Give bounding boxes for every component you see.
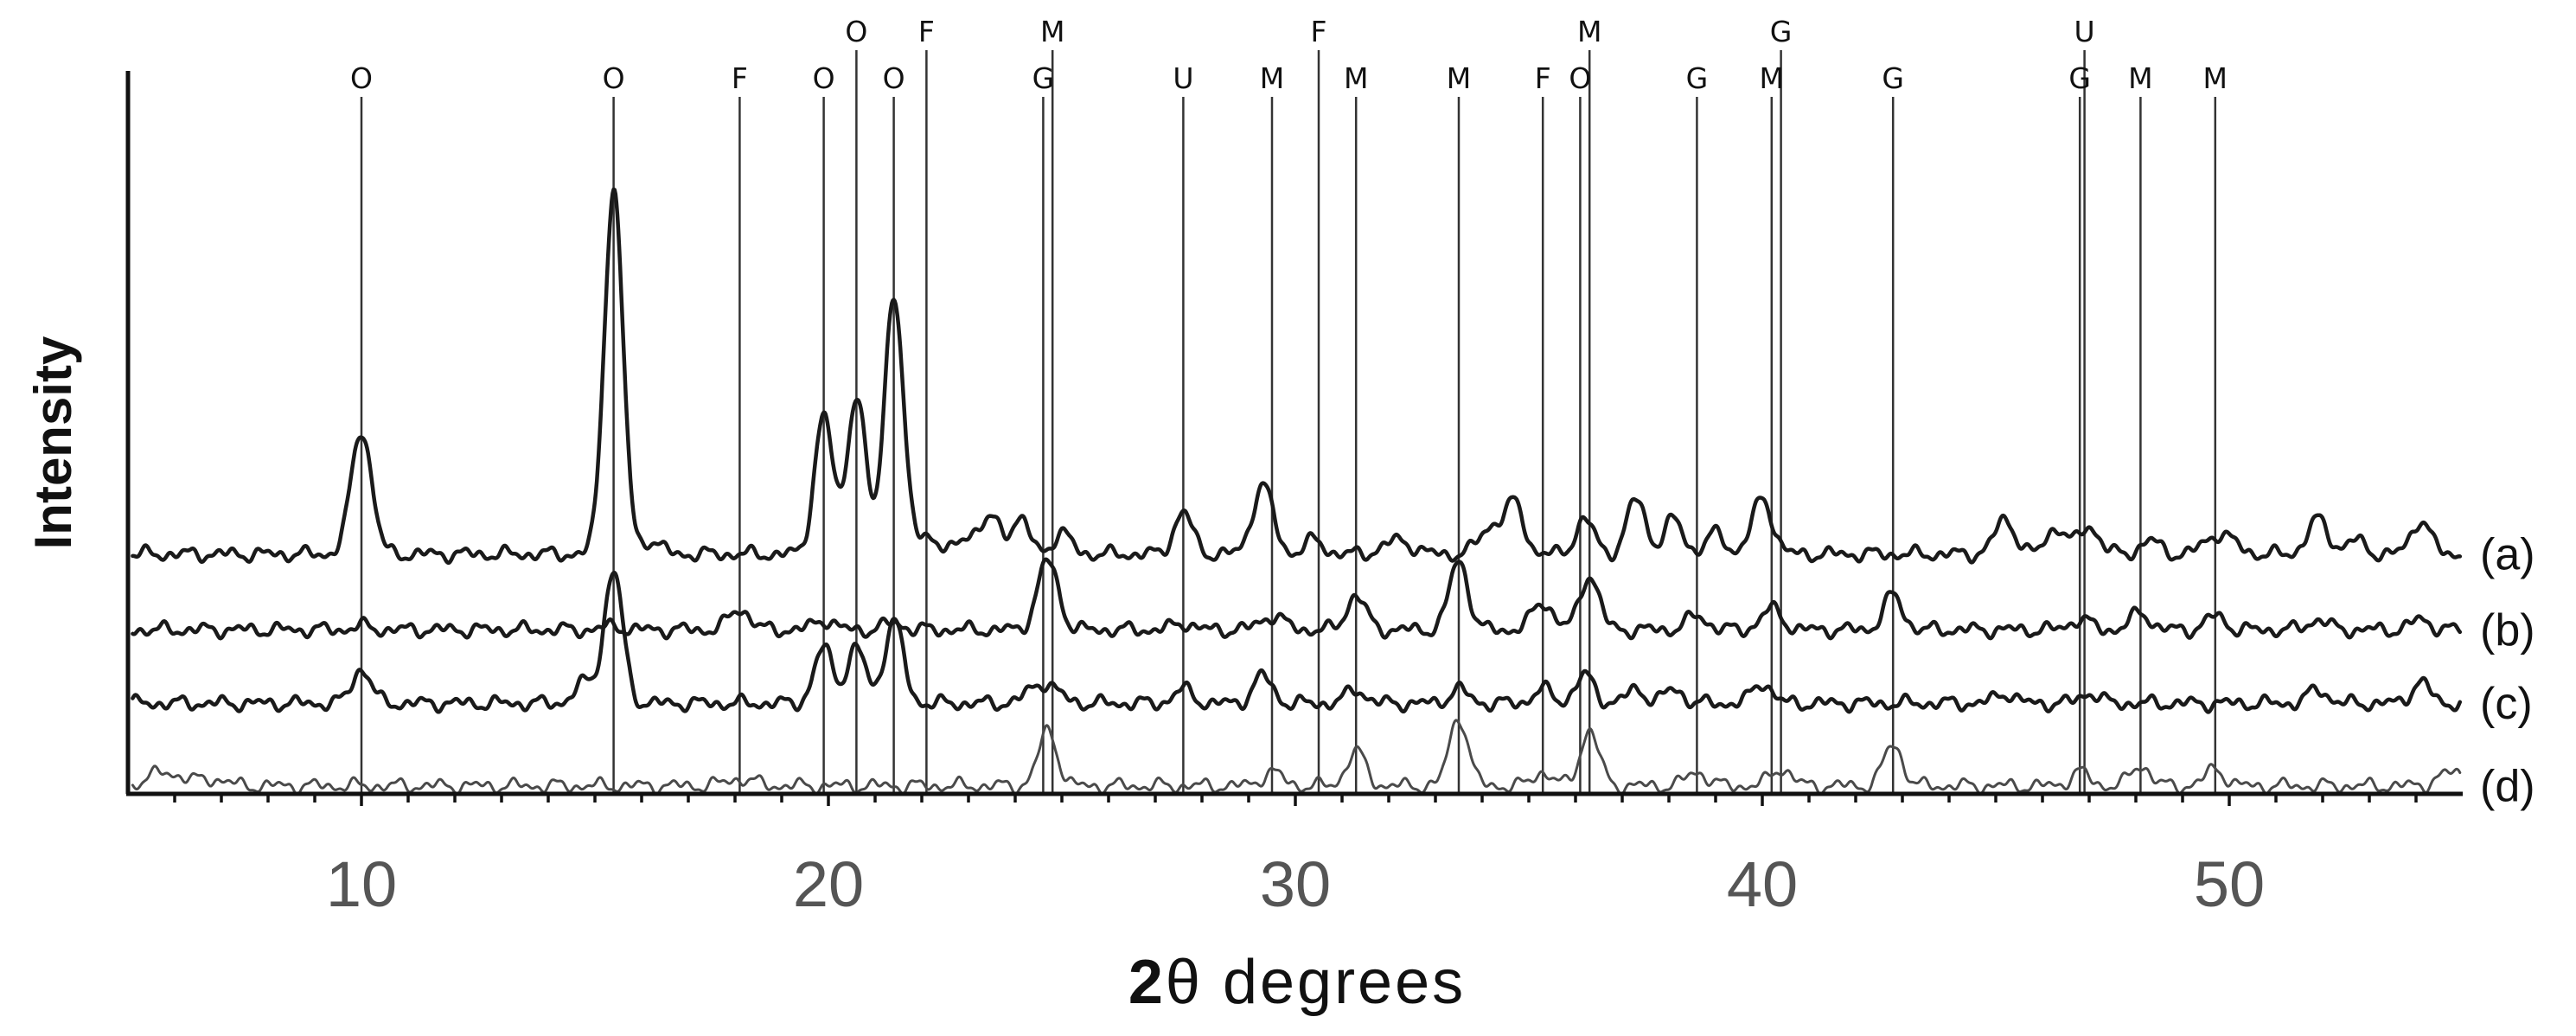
phase-label: U — [1173, 61, 1193, 95]
phase-label: O — [813, 61, 835, 95]
x-tick-label: 50 — [2194, 848, 2265, 920]
x-axis-title-suffix: degrees — [1203, 948, 1466, 1017]
phase-label: O — [350, 61, 373, 95]
phase-label: M — [1447, 61, 1471, 95]
phase-label: O — [883, 61, 905, 95]
phase-label: G — [1770, 15, 1793, 48]
series-label: (c) — [2480, 679, 2533, 729]
y-axis-title: Intensity — [24, 336, 82, 549]
x-axis-ticks — [173, 794, 2418, 806]
phase-label: O — [845, 15, 867, 48]
x-tick-label: 40 — [1727, 848, 1798, 920]
series-label: (a) — [2480, 530, 2535, 580]
x-tick-label: 10 — [326, 848, 397, 920]
x-axis-title: 2θ degrees — [1128, 948, 1466, 1017]
series-b-trace — [131, 557, 2463, 641]
phase-label: F — [1535, 61, 1551, 95]
x-tick-label: 30 — [1260, 848, 1331, 920]
series-label: (b) — [2480, 605, 2535, 655]
x-tick-label: 20 — [793, 848, 864, 920]
phase-label: G — [2068, 61, 2091, 95]
phase-label: F — [1311, 15, 1327, 48]
series-c-trace — [131, 571, 2463, 714]
x-axis-title-symbol: θ — [1166, 948, 1203, 1017]
phase-label: M — [2203, 61, 2228, 95]
series-labels: (a) (b) (c) (d) — [2480, 530, 2535, 812]
series-label: (d) — [2480, 762, 2535, 812]
phase-label: M — [2128, 61, 2152, 95]
phase-label: G — [1882, 61, 1904, 95]
phase-label: M — [1344, 61, 1368, 95]
phase-label: O — [603, 61, 625, 95]
phase-label: O — [1569, 61, 1591, 95]
phase-label: F — [918, 15, 935, 48]
series-a-trace — [131, 187, 2463, 566]
diffraction-traces — [131, 187, 2463, 796]
phase-label: F — [732, 61, 748, 95]
x-axis-tick-labels: 10 20 30 40 50 — [326, 848, 2265, 920]
phase-label: M — [1040, 15, 1064, 48]
phase-label: M — [1760, 61, 1784, 95]
phase-label: U — [2074, 15, 2095, 48]
series-d-trace — [131, 719, 2462, 796]
phase-label: M — [1577, 15, 1601, 48]
phase-label: G — [1032, 61, 1055, 95]
phase-reference-lines — [360, 50, 2217, 792]
phase-label: G — [1686, 61, 1709, 95]
x-axis-title-prefix: 2 — [1128, 948, 1166, 1017]
axes: 10 20 30 40 50 — [125, 71, 2463, 920]
phase-label: M — [1260, 61, 1284, 95]
